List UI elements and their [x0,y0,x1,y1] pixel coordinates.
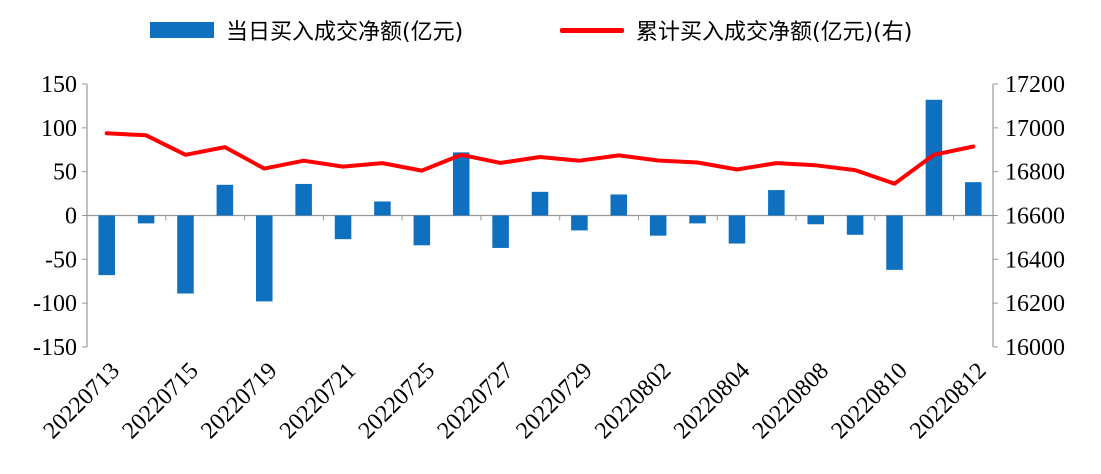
x-tick-label: 20220721 [275,358,361,444]
bar [768,190,785,216]
bar [255,215,273,302]
left-tick-label: -50 [45,247,77,273]
x-tick-label: 20220713 [39,358,125,444]
left-tick-label: 150 [41,72,77,98]
x-tick-label: 20220812 [905,358,991,444]
right-tick-label: 16600 [1005,204,1065,230]
left-tick-label: 0 [65,204,77,230]
right-tick-label: 16000 [1005,335,1065,361]
bar [689,215,706,224]
bar [649,215,667,236]
legend-item-bar: 当日买入成交净额(亿元) [150,14,463,46]
bar [374,201,391,216]
bar [846,215,864,235]
bar [610,194,628,216]
x-tick-label: 20220810 [826,358,912,444]
x-tick-label: 20220804 [669,358,755,444]
legend-swatch-line [560,27,624,33]
bar [925,99,943,216]
bar [216,184,234,216]
left-tick-label: -100 [33,291,77,317]
right-tick-label: 17200 [1005,72,1065,98]
bar [334,215,352,240]
bar [965,182,982,216]
right-tick-label: 16400 [1005,247,1065,273]
bar [531,191,549,216]
legend-item-line: 累计买入成交净额(亿元)(右) [560,14,912,46]
cumulative-line-path [104,131,976,186]
left-tick-label: 100 [41,116,77,142]
axes: 150 100 50 0 -50 -100 -150 17200 17000 16800 16600… [33,72,1065,361]
x-tick-label: 20220725 [354,358,440,444]
legend-label-bar: 当日买入成交净额(亿元) [226,20,464,45]
bar [886,215,903,270]
bar [807,215,825,225]
bar [137,215,155,224]
right-tick-label: 17000 [1005,116,1065,142]
bar [98,215,115,276]
legend-swatch-bar [150,22,214,38]
legend: 当日买入成交净额(亿元) 累计买入成交净额(亿元)(右) [0,8,1101,48]
x-tick-label: 20220727 [433,358,519,444]
right-tick-label: 16200 [1005,291,1065,317]
x-tick-label: 20220719 [196,358,282,444]
bar [177,215,194,294]
bar [728,215,746,244]
bar [452,152,470,216]
cumulative-line [104,131,976,186]
x-tick-label: 20220715 [117,358,203,444]
left-tick-label: -150 [33,335,77,361]
right-tick-label: 16800 [1005,160,1065,186]
x-tick-label: 20220802 [590,358,676,444]
left-tick-label: 50 [53,160,77,186]
bar [492,215,509,248]
x-tick-label: 20220729 [511,358,597,444]
bars [98,99,982,302]
bar [295,183,312,216]
legend-label-line: 累计买入成交净额(亿元)(右) [636,20,913,45]
bar [413,215,431,246]
bar [571,215,588,231]
x-tick-labels: 2022071320220715202207192022072120220725… [39,358,992,444]
x-tick-label: 20220808 [748,358,834,444]
